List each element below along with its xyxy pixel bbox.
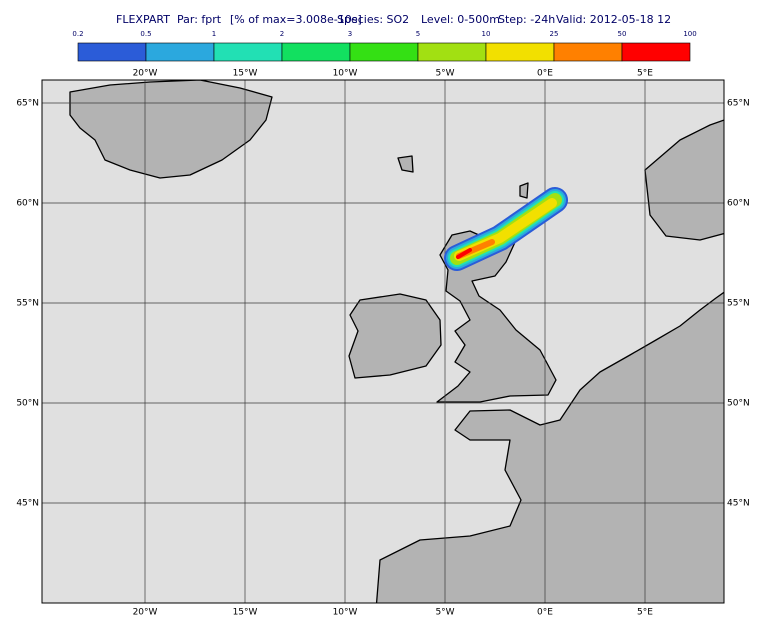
title-step: Step: -24h: [498, 13, 555, 26]
tick-labels: 20°W 20°W 15°W 15°W 10°W 10°W 5°W 5°W 0°E 0°E 5°E 5…: [16, 69, 749, 618]
colorbar-bin: [417, 42, 487, 62]
great-britain: [436, 230, 557, 403]
ireland: [348, 293, 442, 379]
colorbar-label: 3: [348, 30, 352, 38]
colorbar-label: 0.5: [140, 30, 151, 38]
y-tick-label: 65°N: [16, 99, 39, 109]
colorbar-label: 100: [683, 30, 696, 38]
x-tick-label: 5°W: [435, 608, 454, 618]
europe: [375, 291, 724, 603]
colorbar-bin: [621, 42, 691, 62]
colorbar-label: 25: [550, 30, 559, 38]
x-tick-label: 15°W: [233, 69, 258, 79]
title-parameter: Par: fprt: [177, 13, 222, 26]
x-tick-label: 5°E: [637, 608, 653, 618]
norway: [644, 119, 724, 241]
graticule: [42, 80, 724, 603]
faroe: [397, 155, 414, 173]
plume: [444, 187, 568, 271]
title-valid: Valid: 2012-05-18 12: [556, 13, 671, 26]
map-frame: [41, 79, 725, 604]
colorbar-bin: [553, 42, 623, 62]
title-level: Level: 0-500m: [421, 13, 500, 26]
colorbar-bin: [145, 42, 215, 62]
colorbar-bin: [213, 42, 283, 62]
colorbar-label: 2: [280, 30, 284, 38]
colorbar-label: 0.2: [72, 30, 83, 38]
x-tick-label: 20°W: [133, 69, 158, 79]
x-tick-label: 10°W: [333, 69, 358, 79]
x-tick-label: 10°W: [333, 608, 358, 618]
y-tick-label: 65°N: [727, 99, 750, 109]
x-tick-label: 15°W: [233, 608, 258, 618]
y-tick-label: 50°N: [16, 399, 39, 409]
iceland: [69, 80, 273, 179]
title-scale: [% of max=3.008e-10s]: [230, 13, 362, 26]
x-tick-label: 5°E: [637, 69, 653, 79]
colorbar-bin: [349, 42, 419, 62]
colorbar-bin: [485, 42, 555, 62]
y-tick-label: 55°N: [727, 299, 750, 309]
title-species: Species: SO2: [337, 13, 409, 26]
y-tick-label: 55°N: [16, 299, 39, 309]
colorbar-bin: [281, 42, 351, 62]
colorbar-label: 10: [482, 30, 491, 38]
colorbar-label: 50: [618, 30, 627, 38]
plume-level: [456, 248, 472, 259]
x-tick-label: 5°W: [435, 69, 454, 79]
shetland: [519, 182, 529, 199]
colorbar-label: 1: [212, 30, 216, 38]
x-tick-label: 0°E: [537, 608, 553, 618]
y-tick-label: 50°N: [727, 399, 750, 409]
land: [69, 80, 724, 603]
colorbar: 0.2 0.5 1 2 3 5 10 25 50 100: [72, 30, 697, 62]
colorbar-bin: [77, 42, 147, 62]
y-tick-label: 45°N: [16, 499, 39, 509]
colorbar-label: 5: [416, 30, 420, 38]
map: 20°W 20°W 15°W 15°W 10°W 10°W 5°W 5°W 0°E 0°E 5°E 5…: [16, 69, 749, 618]
y-tick-label: 45°N: [727, 499, 750, 509]
x-tick-label: 20°W: [133, 608, 158, 618]
x-tick-label: 0°E: [537, 69, 553, 79]
title: FLEXPART Par: fprt [% of max=3.008e-10s]…: [116, 13, 671, 26]
title-model: FLEXPART: [116, 13, 170, 26]
y-tick-label: 60°N: [16, 199, 39, 209]
y-tick-label: 60°N: [727, 199, 750, 209]
